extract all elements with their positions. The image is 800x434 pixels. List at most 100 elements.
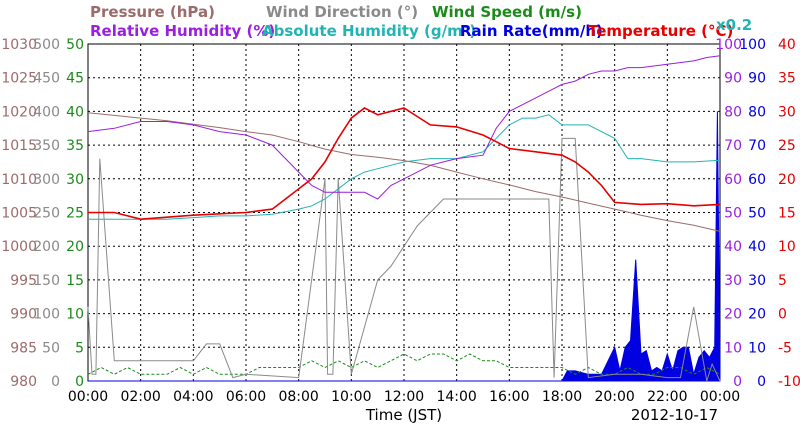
series-rain-rate	[88, 111, 721, 382]
y-tick-rain: 100	[739, 37, 766, 53]
y-tick-temp: 10	[778, 239, 796, 255]
y-tick-pressure: 1000	[1, 239, 37, 255]
y-tick-wspd: 35	[66, 138, 84, 154]
y-tick-rh: 60	[724, 172, 742, 188]
plot-grid	[88, 44, 720, 381]
y-tick-rain: 80	[748, 104, 766, 120]
y-tick-temp: 15	[778, 206, 796, 222]
y-tick-pressure: 1020	[1, 104, 37, 120]
legend-relative-humidity: Relative Humidity (%)	[90, 22, 275, 40]
x-tick-label: 12:00	[384, 389, 424, 405]
legend-pressure: Pressure (hPa)	[90, 3, 215, 21]
y-tick-temp: 5	[778, 273, 787, 289]
y-tick-rain: 90	[748, 71, 766, 87]
y-tick-rain: 0	[757, 374, 766, 390]
x-tick-label: 20:00	[594, 389, 634, 405]
x-tick-label: 00:00	[68, 389, 108, 405]
y-tick-pressure: 980	[10, 374, 37, 390]
y-tick-wspd: 20	[66, 239, 84, 255]
y-tick-pressure: 1015	[1, 138, 37, 154]
x-tick-label: 02:00	[120, 389, 160, 405]
y-tick-wspd: 5	[75, 340, 84, 356]
legend: Pressure (hPa) Wind Direction (°) Wind S…	[90, 3, 752, 40]
y-tick-wspd: 15	[66, 273, 84, 289]
y-tick-pressure: 1025	[1, 71, 37, 87]
y-tick-temp: 25	[778, 138, 796, 154]
y-tick-rain: 10	[748, 340, 766, 356]
y-tick-pressure: 1005	[1, 206, 37, 222]
legend-wind-direction: Wind Direction (°)	[266, 3, 418, 21]
y-tick-pressure: 985	[10, 340, 37, 356]
y-tick-wspd: 25	[66, 206, 84, 222]
y-tick-rain: 60	[748, 172, 766, 188]
y-tick-rain: 30	[748, 273, 766, 289]
y-tick-rh: 100	[715, 37, 742, 53]
x-tick-label: 18:00	[542, 389, 582, 405]
y-tick-wdir: 500	[33, 37, 60, 53]
x-axis-ticks: 00:00 02:00 04:00 06:00 08:00 10:00 12:00 14:00…	[68, 389, 740, 405]
y-tick-rain: 40	[748, 239, 766, 255]
x-tick-label: 22:00	[647, 389, 687, 405]
y-tick-wdir: 450	[33, 71, 60, 87]
y-tick-rh: 0	[733, 374, 742, 390]
y-tick-wdir: 0	[51, 374, 60, 390]
y-tick-rh: 10	[724, 340, 742, 356]
y-tick-wdir: 350	[33, 138, 60, 154]
x-tick-label: 00:00	[700, 389, 740, 405]
legend-absolute-humidity-scale: x0.2	[716, 16, 752, 34]
y-tick-temp: 0	[778, 307, 787, 323]
series-layer	[87, 55, 721, 382]
y-tick-wdir: 400	[33, 104, 60, 120]
y-tick-wdir: 100	[33, 307, 60, 323]
series-pressure	[87, 112, 721, 232]
x-tick-label: 14:00	[436, 389, 476, 405]
y-tick-rh: 20	[724, 307, 742, 323]
y-axis-ticks: 1030102510201015101010051000995990985980…	[1, 37, 800, 390]
y-tick-rh: 70	[724, 138, 742, 154]
y-tick-wdir: 150	[33, 273, 60, 289]
legend-wind-speed: Wind Speed (m/s)	[432, 3, 582, 21]
y-tick-temp: 40	[778, 37, 796, 53]
y-tick-rh: 30	[724, 273, 742, 289]
series-ah	[88, 114, 721, 220]
y-tick-wdir: 250	[33, 206, 60, 222]
y-tick-rain: 20	[748, 307, 766, 323]
x-axis-label: Time (JST)	[365, 406, 442, 424]
x-tick-label: 08:00	[278, 389, 318, 405]
x-tick-label: 16:00	[489, 389, 529, 405]
series-wdir	[87, 137, 721, 382]
y-tick-temp: 30	[778, 104, 796, 120]
x-tick-label: 10:00	[331, 389, 371, 405]
y-tick-rain: 70	[748, 138, 766, 154]
date-label: 2012-10-17	[631, 406, 718, 424]
y-tick-rh: 90	[724, 71, 742, 87]
y-tick-wdir: 50	[42, 340, 60, 356]
y-tick-temp: 20	[778, 172, 796, 188]
y-tick-rh: 80	[724, 104, 742, 120]
y-tick-wspd: 45	[66, 71, 84, 87]
y-tick-pressure: 1010	[1, 172, 37, 188]
legend-absolute-humidity: Absolute Humidity (g/m³)	[262, 22, 476, 40]
y-tick-wspd: 10	[66, 307, 84, 323]
y-tick-wdir: 200	[33, 239, 60, 255]
x-tick-label: 06:00	[226, 389, 266, 405]
series-temp	[88, 107, 721, 221]
legend-temperature: Temperature (°C)	[588, 22, 733, 40]
y-tick-temp: -10	[778, 374, 800, 390]
series-wspd	[87, 353, 721, 375]
y-tick-pressure: 995	[10, 273, 37, 289]
y-tick-wdir: 300	[33, 172, 60, 188]
y-tick-pressure: 990	[10, 307, 37, 323]
x-tick-label: 04:00	[173, 389, 213, 405]
y-tick-wspd: 40	[66, 104, 84, 120]
y-tick-rh: 40	[724, 239, 742, 255]
y-tick-rh: 50	[724, 206, 742, 222]
y-tick-temp: 35	[778, 71, 796, 87]
y-tick-pressure: 1030	[1, 37, 37, 53]
series-rh	[87, 55, 721, 200]
y-tick-temp: -5	[778, 340, 792, 356]
y-tick-wspd: 30	[66, 172, 84, 188]
y-tick-wspd: 0	[75, 374, 84, 390]
y-tick-wspd: 50	[66, 37, 84, 53]
